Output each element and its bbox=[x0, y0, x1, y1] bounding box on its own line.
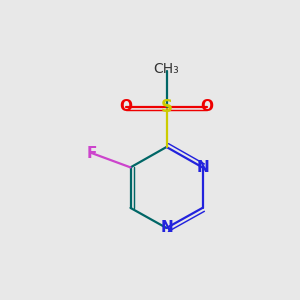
Text: O: O bbox=[119, 99, 133, 114]
Text: O: O bbox=[200, 99, 214, 114]
Text: N: N bbox=[196, 160, 209, 175]
Text: F: F bbox=[86, 146, 97, 160]
Text: CH₃: CH₃ bbox=[154, 62, 179, 76]
Text: S: S bbox=[160, 98, 172, 116]
Text: N: N bbox=[160, 220, 173, 236]
